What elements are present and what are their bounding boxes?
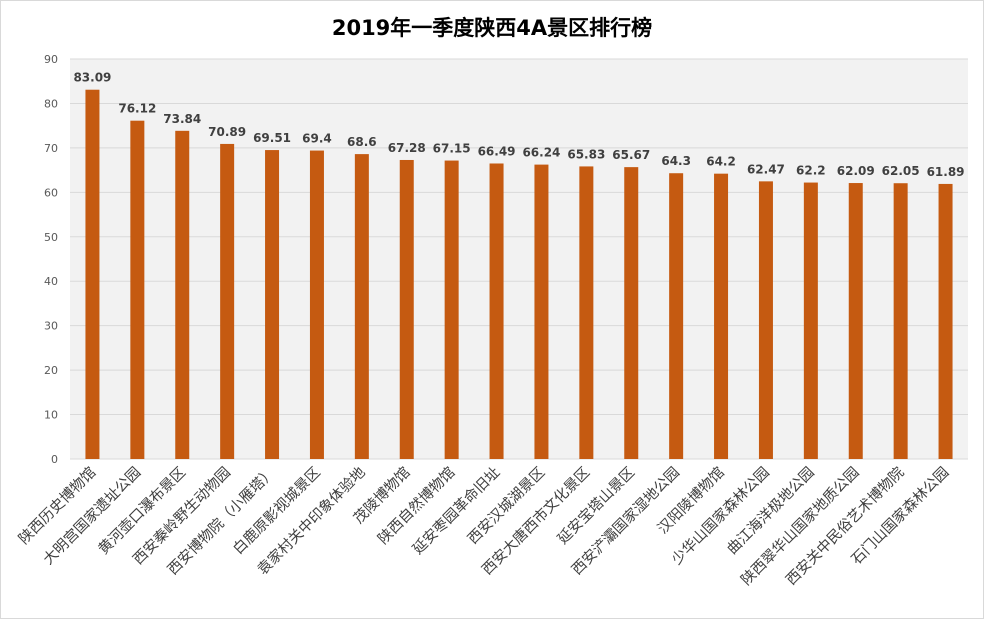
data-label: 67.15 <box>433 142 471 156</box>
data-label: 65.67 <box>612 148 650 162</box>
x-tick-label: 延安宝塔山景区 <box>554 464 638 548</box>
y-tick-label: 0 <box>51 453 58 466</box>
data-label: 76.12 <box>118 102 156 116</box>
bar <box>758 181 773 459</box>
bar <box>175 130 190 460</box>
plot-area <box>70 59 968 459</box>
data-label: 62.05 <box>882 164 920 178</box>
data-label: 61.89 <box>927 165 965 179</box>
data-label: 69.4 <box>302 132 332 146</box>
data-label: 62.47 <box>747 162 785 176</box>
bar <box>399 159 414 459</box>
data-label: 64.3 <box>661 154 691 168</box>
data-label: 83.09 <box>73 71 111 85</box>
bar <box>444 160 459 460</box>
bar <box>85 89 100 459</box>
y-tick-label: 30 <box>44 320 58 333</box>
y-tick-label: 60 <box>44 186 58 199</box>
y-tick-label: 50 <box>44 231 58 244</box>
y-tick-label: 90 <box>44 53 58 66</box>
data-label: 70.89 <box>208 125 246 139</box>
chart-title: 2019年一季度陕西4A景区排行榜 <box>331 16 653 40</box>
data-label: 66.24 <box>522 146 560 160</box>
y-tick-label: 80 <box>44 97 58 110</box>
data-label: 62.09 <box>837 164 875 178</box>
bar <box>265 150 280 460</box>
y-tick-label: 40 <box>44 275 58 288</box>
bar <box>669 173 684 459</box>
bar <box>893 183 908 459</box>
bar <box>624 167 639 459</box>
bar <box>489 163 504 459</box>
bar <box>220 143 235 459</box>
y-tick-label: 20 <box>44 364 58 377</box>
bar <box>803 182 818 460</box>
x-tick-label: 陕西自然博物馆 <box>375 464 459 548</box>
data-label: 64.2 <box>706 155 736 169</box>
bar <box>130 120 145 459</box>
bar <box>534 164 549 459</box>
data-label: 67.28 <box>388 141 426 155</box>
data-label: 66.49 <box>478 144 516 158</box>
data-label: 69.51 <box>253 131 291 145</box>
data-label: 65.83 <box>567 147 605 161</box>
data-label: 68.6 <box>347 135 377 149</box>
data-label: 73.84 <box>163 112 201 126</box>
data-label: 62.2 <box>796 164 826 178</box>
bar <box>309 150 324 460</box>
bar <box>579 166 594 459</box>
bar <box>848 183 863 460</box>
x-tick-label: 陕西历史博物馆 <box>15 464 99 548</box>
y-tick-label: 70 <box>44 142 58 155</box>
bar <box>714 173 729 459</box>
x-tick-label: 西安汉城湖景区 <box>464 464 548 548</box>
bar <box>354 154 369 459</box>
y-tick-label: 10 <box>44 409 58 422</box>
bar <box>938 183 953 459</box>
